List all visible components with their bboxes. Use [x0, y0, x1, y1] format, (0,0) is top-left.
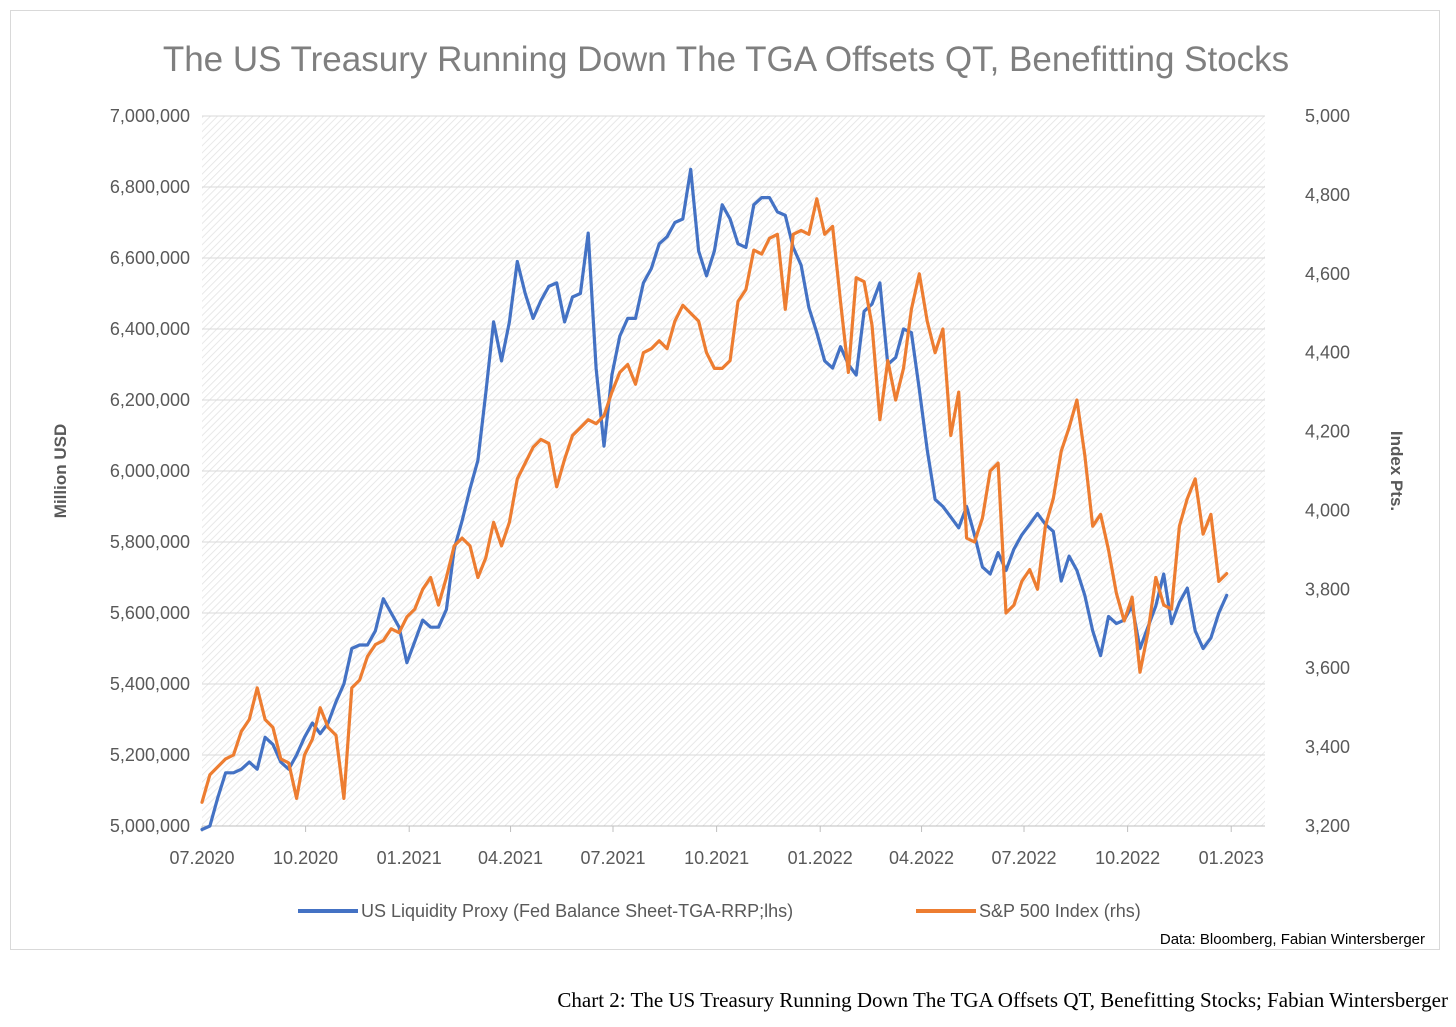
y-right-tick-label: 4,000 — [1305, 500, 1350, 520]
x-tick-label: 04.2021 — [478, 848, 543, 868]
x-tick-label: 01.2023 — [1199, 848, 1264, 868]
x-tick-label: 01.2021 — [377, 848, 442, 868]
figure-caption: Chart 2: The US Treasury Running Down Th… — [557, 988, 1448, 1012]
y-right-tick-label: 5,000 — [1305, 106, 1350, 126]
y-right-tick-label: 3,800 — [1305, 579, 1350, 599]
y-axis-left-label: Million USD — [51, 424, 70, 518]
y-right-tick-label: 3,400 — [1305, 737, 1350, 757]
y-left-tick-label: 5,400,000 — [110, 674, 190, 694]
x-tick-label: 10.2021 — [684, 848, 749, 868]
y-right-tick-label: 3,600 — [1305, 658, 1350, 678]
y-left-tick-label: 6,600,000 — [110, 248, 190, 268]
x-tick-label: 04.2022 — [889, 848, 954, 868]
chart-frame: The US Treasury Running Down The TGA Off… — [10, 10, 1440, 950]
series-line-liquidity — [200, 167, 1229, 832]
y-right-tick-label: 4,200 — [1305, 422, 1350, 442]
y-right-tick-label: 4,400 — [1305, 343, 1350, 363]
y-left-tick-label: 6,000,000 — [110, 461, 190, 481]
y-left-tick-label: 5,600,000 — [110, 603, 190, 623]
y-left-tick-label: 7,000,000 — [110, 106, 190, 126]
x-tick-label: 10.2022 — [1095, 848, 1160, 868]
series-line-sp500 — [200, 197, 1229, 804]
source-note: Data: Bloomberg, Fabian Wintersberger — [1160, 931, 1425, 948]
y-left-tick-label: 6,400,000 — [110, 319, 190, 339]
y-left-tick-label: 5,200,000 — [110, 745, 190, 765]
y-left-tick-label: 6,200,000 — [110, 390, 190, 410]
y-axis-right-label: Index Pts. — [1387, 431, 1406, 511]
legend: US Liquidity Proxy (Fed Balance Sheet-TG… — [298, 901, 1141, 921]
x-tick-label: 01.2022 — [788, 848, 853, 868]
legend-label-sp500: S&P 500 Index (rhs) — [979, 901, 1141, 921]
legend-label-liquidity: US Liquidity Proxy (Fed Balance Sheet-TG… — [361, 901, 793, 921]
x-tick-label: 07.2022 — [991, 848, 1056, 868]
chart-title: The US Treasury Running Down The TGA Off… — [163, 40, 1289, 79]
y-left-tick-label: 6,800,000 — [110, 177, 190, 197]
y-right-tick-label: 4,600 — [1305, 264, 1350, 284]
x-tick-label: 10.2020 — [273, 848, 338, 868]
series-lines — [200, 167, 1229, 832]
y-left-tick-label: 5,800,000 — [110, 532, 190, 552]
axis-ticks: 5,000,000 5,200,000 5,400,000 5,600,000 5,80… — [110, 106, 1350, 868]
y-right-tick-label: 3,200 — [1305, 816, 1350, 836]
chart-svg: The US Treasury Running Down The TGA Off… — [51, 40, 1425, 948]
y-right-tick-label: 4,800 — [1305, 185, 1350, 205]
y-left-tick-label: 5,000,000 — [110, 816, 190, 836]
x-tick-label: 07.2020 — [169, 848, 234, 868]
gridlines — [202, 115, 1265, 827]
x-tick-label: 07.2021 — [580, 848, 645, 868]
